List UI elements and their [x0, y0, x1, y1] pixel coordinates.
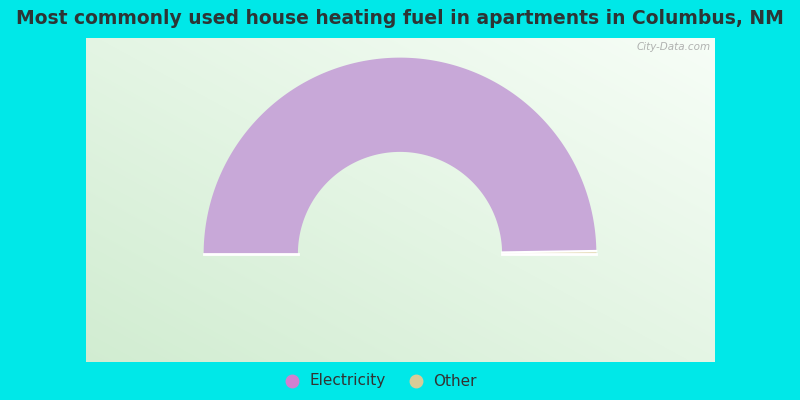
- Text: Electricity: Electricity: [310, 374, 386, 388]
- Text: City-Data.com: City-Data.com: [636, 42, 710, 52]
- Text: Other: Other: [434, 374, 477, 388]
- Polygon shape: [204, 58, 596, 254]
- Polygon shape: [502, 251, 596, 254]
- Text: Most commonly used house heating fuel in apartments in Columbus, NM: Most commonly used house heating fuel in…: [16, 10, 784, 28]
